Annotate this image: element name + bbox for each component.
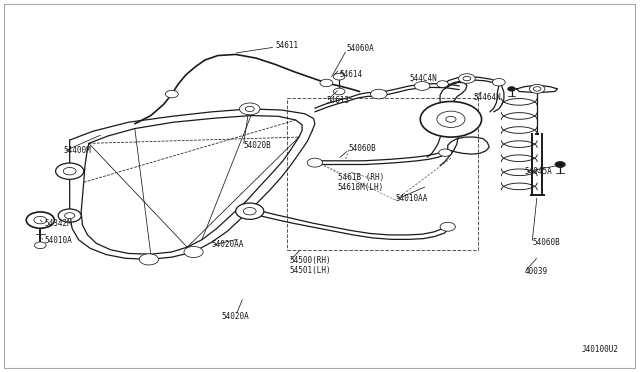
Text: 54020A: 54020A bbox=[222, 312, 250, 321]
Text: 54010A: 54010A bbox=[44, 236, 72, 246]
Circle shape bbox=[463, 76, 470, 81]
Circle shape bbox=[437, 111, 465, 128]
Circle shape bbox=[440, 222, 456, 231]
Circle shape bbox=[533, 87, 541, 91]
Circle shape bbox=[58, 209, 81, 222]
Text: 54020AA: 54020AA bbox=[211, 240, 244, 249]
Text: 54060A: 54060A bbox=[347, 44, 374, 53]
Circle shape bbox=[492, 78, 505, 86]
Circle shape bbox=[236, 203, 264, 219]
Text: 54010AA: 54010AA bbox=[396, 195, 428, 203]
Circle shape bbox=[555, 161, 565, 167]
Text: 54614: 54614 bbox=[339, 70, 362, 79]
Circle shape bbox=[420, 102, 481, 137]
Text: 54020B: 54020B bbox=[243, 141, 271, 150]
Circle shape bbox=[371, 89, 387, 99]
Circle shape bbox=[437, 81, 449, 87]
Bar bbox=[287, 98, 478, 250]
Circle shape bbox=[26, 212, 54, 228]
Circle shape bbox=[415, 81, 430, 90]
Circle shape bbox=[307, 158, 323, 167]
Text: 54464N: 54464N bbox=[473, 93, 501, 102]
Circle shape bbox=[56, 163, 84, 179]
Circle shape bbox=[459, 74, 475, 83]
Text: 54045A: 54045A bbox=[524, 167, 552, 176]
Text: 40039: 40039 bbox=[524, 267, 547, 276]
Text: 5461B (RH): 5461B (RH) bbox=[338, 173, 384, 182]
Circle shape bbox=[243, 208, 256, 215]
Circle shape bbox=[65, 213, 75, 219]
Circle shape bbox=[529, 84, 545, 93]
Circle shape bbox=[35, 242, 46, 248]
Text: 54611: 54611 bbox=[275, 41, 298, 51]
Text: J40100U2: J40100U2 bbox=[582, 345, 619, 354]
Text: 54613: 54613 bbox=[326, 96, 349, 105]
Circle shape bbox=[63, 167, 76, 175]
Text: 544C4N: 544C4N bbox=[410, 74, 437, 83]
Text: 54060B: 54060B bbox=[349, 144, 376, 153]
Circle shape bbox=[508, 87, 515, 91]
Circle shape bbox=[245, 106, 254, 112]
Text: 54400M: 54400M bbox=[63, 146, 91, 155]
Circle shape bbox=[333, 73, 345, 80]
Circle shape bbox=[34, 217, 47, 224]
Circle shape bbox=[446, 116, 456, 122]
Text: 54060B: 54060B bbox=[532, 238, 560, 247]
Circle shape bbox=[333, 88, 345, 95]
Circle shape bbox=[184, 246, 203, 257]
Circle shape bbox=[140, 254, 159, 265]
Circle shape bbox=[439, 149, 452, 156]
Circle shape bbox=[166, 90, 178, 98]
Text: 54618M(LH): 54618M(LH) bbox=[338, 183, 384, 192]
Text: 54500(RH): 54500(RH) bbox=[289, 256, 331, 265]
Circle shape bbox=[320, 79, 333, 87]
Text: 54501(LH): 54501(LH) bbox=[289, 266, 331, 275]
Circle shape bbox=[239, 103, 260, 115]
Text: 54342M: 54342M bbox=[44, 219, 72, 228]
